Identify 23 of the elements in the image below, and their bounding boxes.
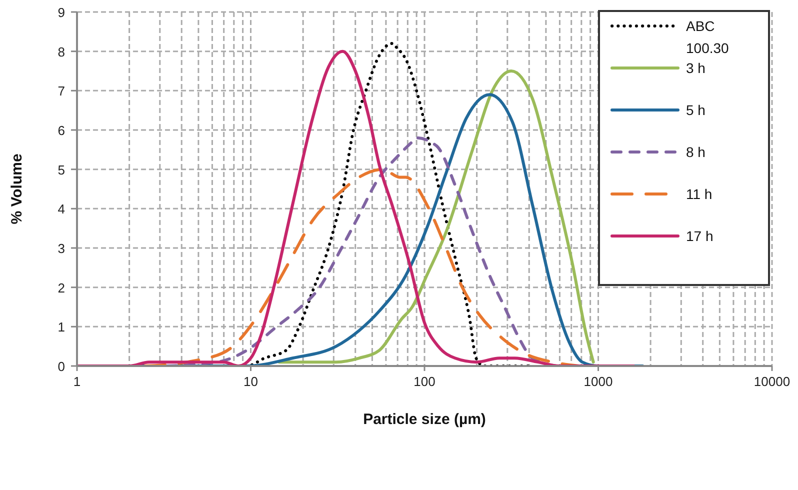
- legend-label: 5 h: [686, 101, 706, 120]
- legend-label: 11 h: [686, 185, 714, 204]
- x-tick-label: 100: [414, 374, 436, 389]
- y-tick-label: 1: [58, 320, 65, 335]
- y-tick-label: 4: [58, 202, 65, 217]
- y-tick-label: 9: [58, 5, 65, 20]
- legend-label: 8 h: [686, 143, 706, 162]
- y-tick-label: 8: [58, 44, 65, 60]
- legend-label: ABC 100.30: [686, 17, 730, 58]
- y-tick-label: 3: [58, 241, 65, 256]
- y-tick-label: 0: [58, 359, 65, 374]
- x-tick-label: 10000: [754, 374, 790, 389]
- x-tick-label: 10: [244, 374, 258, 389]
- legend-label: 3 h: [686, 59, 706, 78]
- x-axis-title: Particle size (µm): [363, 411, 486, 428]
- y-axis-title: % Volume: [8, 154, 26, 224]
- x-tick-label: 1000: [584, 374, 613, 389]
- x-tick-label: 1: [73, 374, 81, 389]
- y-tick-label: 5: [58, 162, 65, 178]
- y-tick-label: 2: [58, 280, 65, 296]
- y-tick-label: 6: [58, 123, 65, 138]
- y-tick-label: 7: [58, 84, 65, 99]
- legend-label: 17 h: [686, 227, 714, 246]
